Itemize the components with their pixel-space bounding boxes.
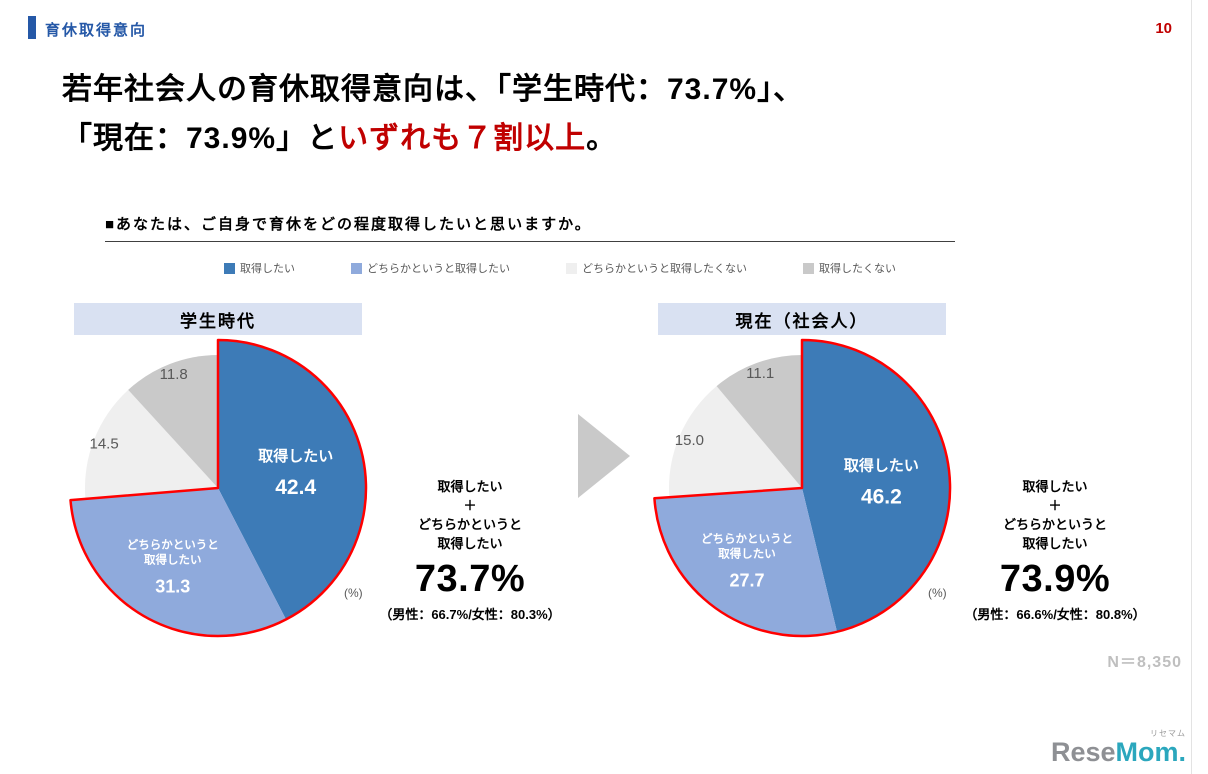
pie-slice bbox=[218, 340, 366, 620]
pie-slice bbox=[654, 488, 837, 636]
summary-label-student: 取得したい ＋ どちらかというと 取得したい bbox=[417, 479, 522, 551]
pie-label: 15.0 bbox=[675, 432, 704, 449]
legend-swatch-icon bbox=[351, 262, 362, 274]
pie-slice bbox=[802, 340, 950, 632]
summary-breakdown-student: （男性：66.7%/女性：80.3%） bbox=[379, 607, 561, 623]
legend-label: 取得したくない bbox=[819, 263, 896, 275]
legend-swatch-icon bbox=[224, 262, 235, 274]
chart-group-current: 現在（社会人） 取得したい 46.2 どちらかというと 取得したい 27.7 15.0 11… bbox=[642, 303, 962, 658]
summary-student: 取得したい ＋ どちらかというと 取得したい 73.7% （男性：66.7%/女… bbox=[370, 478, 570, 623]
pie-label: 42.4 bbox=[275, 476, 316, 499]
slide-title: 若年社会人の育休取得意向は、「学生時代：73.7%」、 「現在：73.9%」とい… bbox=[62, 66, 804, 163]
section-title: 育休取得意向 bbox=[45, 22, 148, 39]
title-line2-prefix: 「現在：73.9%」と bbox=[62, 121, 339, 155]
summary-breakdown-current: （男性：66.6%/女性：80.8%） bbox=[964, 607, 1146, 623]
pie-label: 46.2 bbox=[861, 486, 902, 509]
legend-item: 取得したい bbox=[224, 260, 295, 276]
legend-label: 取得したい bbox=[240, 263, 295, 275]
pie-slice bbox=[716, 355, 802, 488]
pie-label: どちらかというと bbox=[127, 539, 219, 552]
title-line1: 若年社会人の育休取得意向は、「学生時代：73.7%」、 bbox=[62, 73, 805, 106]
pie-label: 取得したい bbox=[718, 546, 776, 560]
title-line2-red: いずれも７割以上 bbox=[338, 121, 587, 155]
chart-group-student: 学生時代 取得したい 42.4 どちらかというと 取得したい 31.3 14.5 11.8 bbox=[58, 303, 378, 658]
page-number: 10 bbox=[1155, 20, 1172, 37]
pie-label: 31.3 bbox=[155, 577, 190, 597]
legend-item: 取得したくない bbox=[803, 260, 896, 276]
pie-label: 11.1 bbox=[746, 365, 774, 382]
slide-edge-line bbox=[1191, 0, 1192, 774]
pie-label: どちらかというと bbox=[701, 532, 793, 545]
pie-label: 取得したい bbox=[844, 457, 919, 475]
section-accent-bar bbox=[28, 16, 36, 39]
legend-swatch-icon bbox=[566, 262, 577, 274]
summary-label-current: 取得したい ＋ どちらかというと 取得したい bbox=[1002, 479, 1107, 551]
legend-swatch-icon bbox=[803, 262, 814, 274]
highlight-outline bbox=[653, 338, 952, 638]
legend-item: どちらかというと取得したくない bbox=[566, 260, 747, 276]
pie-label: 11.8 bbox=[160, 366, 188, 383]
summary-total-student: 73.7% bbox=[414, 558, 526, 601]
unit-label-student: (%) bbox=[344, 586, 363, 600]
chart-title-current: 現在（社会人） bbox=[658, 303, 946, 335]
legend-item: どちらかというと取得したい bbox=[351, 260, 510, 276]
pie-label: 14.5 bbox=[89, 435, 118, 452]
logo-gray-part: Rese bbox=[1050, 737, 1116, 767]
logo-text: ReseMom. bbox=[1051, 739, 1186, 766]
pie-slice bbox=[668, 386, 802, 498]
pie-slice bbox=[70, 488, 286, 636]
legend: 取得したい どちらかというと取得したい どちらかというと取得したくない 取得したくない bbox=[224, 260, 896, 276]
pie-label: 取得したい bbox=[144, 553, 202, 567]
highlight-outline bbox=[69, 338, 368, 638]
pie-slice bbox=[84, 389, 219, 499]
pie-slice bbox=[128, 355, 218, 488]
pie-label: 27.7 bbox=[729, 570, 764, 590]
legend-label: どちらかというと取得したい bbox=[367, 263, 510, 275]
summary-total-current: 73.9% bbox=[999, 558, 1111, 601]
sample-size: N＝8,350 bbox=[1107, 654, 1182, 671]
logo-ruby: リセマム bbox=[1150, 729, 1186, 738]
question-heading: ■あなたは、ご自身で育休をどの程度取得したいと思いますか。 bbox=[105, 213, 955, 242]
right-arrow-icon bbox=[578, 414, 630, 498]
legend-label: どちらかというと取得したくない bbox=[582, 263, 747, 275]
unit-label-current: (%) bbox=[928, 586, 947, 600]
chart-title-student: 学生時代 bbox=[74, 303, 362, 335]
summary-current: 取得したい ＋ どちらかというと 取得したい 73.9% （男性：66.6%/女… bbox=[955, 478, 1155, 623]
resemom-logo: リセマム ReseMom. bbox=[1051, 730, 1186, 766]
logo-accent-part: Mom. bbox=[1115, 737, 1187, 767]
title-line2-suffix: 。 bbox=[586, 121, 618, 155]
pie-label: 取得したい bbox=[258, 447, 333, 465]
